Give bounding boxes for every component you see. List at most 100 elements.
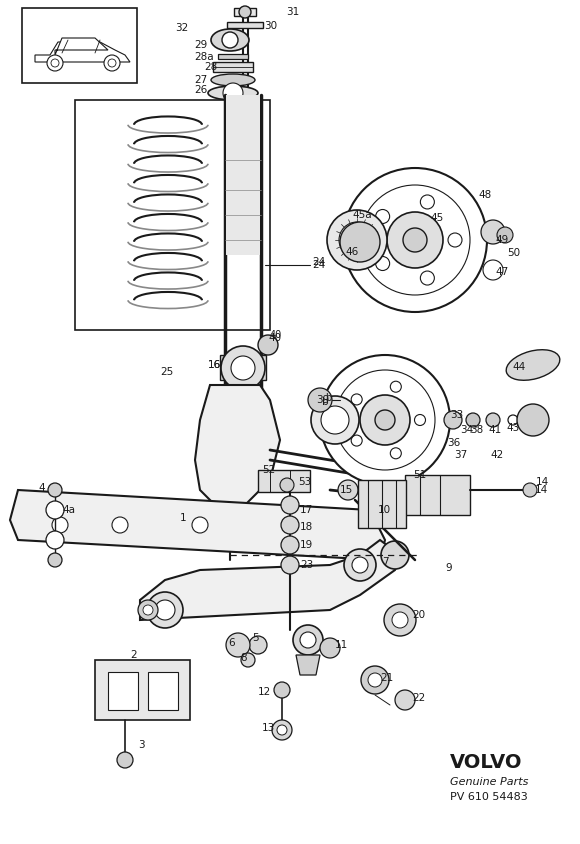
Text: 33: 33	[450, 410, 463, 420]
Text: VOLVO: VOLVO	[450, 753, 523, 771]
Text: 16: 16	[208, 360, 221, 370]
Bar	[227, 22, 263, 28]
Text: 28: 28	[204, 62, 218, 72]
Text: 53: 53	[298, 477, 311, 487]
Text: 14: 14	[536, 477, 549, 487]
Circle shape	[272, 720, 292, 740]
Text: 45: 45	[430, 213, 443, 223]
Circle shape	[300, 632, 316, 648]
Bar	[213, 62, 253, 72]
Polygon shape	[296, 655, 320, 675]
Circle shape	[360, 395, 410, 445]
Circle shape	[343, 168, 487, 312]
Circle shape	[351, 435, 362, 446]
Circle shape	[143, 605, 153, 615]
Circle shape	[481, 220, 505, 244]
Bar	[95, 660, 190, 720]
Circle shape	[48, 483, 62, 497]
Circle shape	[52, 517, 68, 533]
Text: 27: 27	[194, 75, 207, 85]
Text: 13: 13	[262, 723, 276, 733]
Circle shape	[375, 410, 395, 430]
Bar	[234, 8, 256, 16]
Text: 21: 21	[380, 673, 393, 683]
Circle shape	[47, 55, 63, 71]
Circle shape	[497, 227, 513, 243]
Text: 42: 42	[490, 450, 503, 460]
Text: 30: 30	[264, 21, 277, 31]
Circle shape	[226, 633, 250, 657]
Circle shape	[376, 209, 390, 224]
Text: 14: 14	[535, 485, 548, 495]
Text: 38: 38	[470, 425, 483, 435]
Circle shape	[381, 541, 409, 569]
Text: 48: 48	[478, 190, 491, 200]
Text: 32: 32	[175, 23, 188, 33]
Circle shape	[147, 592, 183, 628]
Circle shape	[351, 394, 362, 405]
Text: 2: 2	[130, 650, 137, 660]
Text: 29: 29	[194, 40, 207, 50]
Bar	[148, 672, 178, 710]
Circle shape	[338, 480, 358, 500]
Bar	[220, 355, 266, 380]
Circle shape	[282, 517, 298, 533]
Text: 36: 36	[447, 438, 461, 448]
Text: 45a: 45a	[352, 210, 372, 220]
Text: PV 610 54483: PV 610 54483	[450, 792, 528, 802]
Text: 28a: 28a	[194, 52, 213, 62]
Text: 52: 52	[262, 465, 276, 475]
Text: 25: 25	[160, 367, 173, 377]
Text: 44: 44	[512, 362, 525, 372]
Circle shape	[231, 356, 255, 380]
Text: 43: 43	[506, 423, 519, 433]
Text: Genuine Parts: Genuine Parts	[450, 777, 528, 787]
Circle shape	[321, 406, 349, 434]
Circle shape	[361, 666, 389, 694]
Bar	[108, 672, 138, 710]
Text: 4: 4	[38, 483, 45, 493]
Text: 18: 18	[300, 522, 313, 532]
Circle shape	[517, 404, 549, 436]
Circle shape	[277, 725, 287, 735]
Circle shape	[335, 370, 435, 470]
Text: 23: 23	[300, 560, 313, 570]
Bar	[22, 8, 137, 83]
Polygon shape	[35, 42, 130, 62]
Text: 50: 50	[507, 248, 520, 258]
Text: 47: 47	[495, 267, 508, 277]
Circle shape	[112, 517, 128, 533]
Text: 4a: 4a	[62, 505, 75, 515]
Circle shape	[223, 83, 243, 103]
Circle shape	[155, 600, 175, 620]
Circle shape	[221, 346, 265, 390]
Circle shape	[448, 233, 462, 247]
Text: 15: 15	[340, 485, 353, 495]
Circle shape	[486, 413, 500, 427]
Circle shape	[390, 448, 401, 459]
Text: 40: 40	[268, 333, 281, 343]
Bar	[358, 480, 406, 528]
Circle shape	[104, 55, 120, 71]
Circle shape	[339, 222, 375, 258]
Text: 5: 5	[252, 633, 259, 643]
Circle shape	[415, 414, 426, 425]
Text: 11: 11	[335, 640, 348, 650]
Circle shape	[138, 600, 158, 620]
Text: 1: 1	[180, 513, 187, 523]
Text: 20: 20	[412, 610, 425, 620]
Circle shape	[51, 59, 59, 67]
Text: 17: 17	[300, 505, 313, 515]
Text: 39: 39	[316, 395, 329, 405]
Text: 12: 12	[258, 687, 271, 697]
Circle shape	[108, 59, 116, 67]
Text: 24: 24	[312, 257, 325, 267]
Circle shape	[352, 557, 368, 573]
Text: 51: 51	[413, 470, 426, 480]
Polygon shape	[195, 385, 280, 510]
Circle shape	[249, 636, 267, 654]
Circle shape	[320, 638, 340, 658]
Text: 41: 41	[488, 425, 501, 435]
Circle shape	[508, 415, 518, 425]
Text: 8: 8	[240, 653, 246, 663]
